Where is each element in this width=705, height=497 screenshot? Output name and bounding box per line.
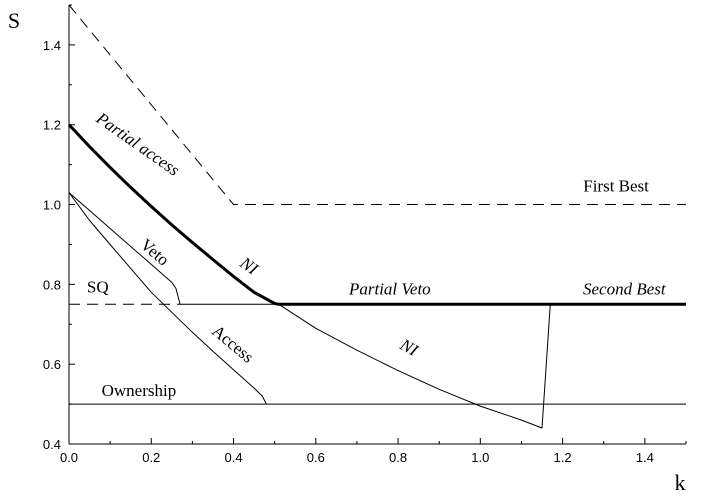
y-tick-label: 0.8: [43, 277, 61, 292]
annotation-ownership: Ownership: [102, 381, 177, 400]
y-axis-title: S: [8, 8, 20, 33]
y-tick-label: 0.4: [43, 437, 61, 452]
y-tick-label: 0.6: [43, 357, 61, 372]
series-partial-access: [67, 123, 686, 306]
annotation-partial-access: Partial access: [92, 108, 183, 180]
annotation-ni: NI: [396, 334, 422, 360]
annotation-second-best: Second Best: [583, 279, 667, 298]
x-tick-label: 0.0: [60, 450, 78, 465]
x-tick-label: 0.4: [224, 450, 242, 465]
series-layer: [67, 4, 686, 429]
annotation-ni: NI: [236, 253, 263, 280]
x-tick-label: 1.2: [554, 450, 572, 465]
axes: 0.0 0.2 0.4 0.6 0.8 1.0 1.2 1.4 0.4 0.6 0.8 1.0 1.2 1…: [43, 4, 687, 465]
y-tick-label: 1.0: [43, 198, 61, 213]
annotation-sq: SQ: [87, 277, 109, 296]
y-tick-label: 1.2: [43, 118, 61, 133]
x-axis-title: k: [675, 470, 686, 495]
x-tick-label: 1.4: [636, 450, 654, 465]
series-veto: [68, 192, 279, 305]
annotation-partial-veto: Partial Veto: [348, 279, 431, 298]
x-tick-label: 1.0: [471, 450, 489, 465]
labels-layer: First Best Second Best Partial Veto SQ Owner…: [87, 108, 667, 400]
annotation-access: Access: [208, 321, 257, 367]
y-tick-label: 1.4: [43, 38, 61, 53]
series-access: [68, 192, 267, 405]
x-tick-label: 0.2: [142, 450, 160, 465]
x-tick-label: 0.8: [389, 450, 407, 465]
annotation-first-best: First Best: [583, 176, 649, 195]
annotation-veto: Veto: [137, 235, 173, 270]
x-tick-label: 0.6: [307, 450, 325, 465]
series-first-best: [68, 4, 686, 205]
series-ni: [278, 303, 551, 429]
